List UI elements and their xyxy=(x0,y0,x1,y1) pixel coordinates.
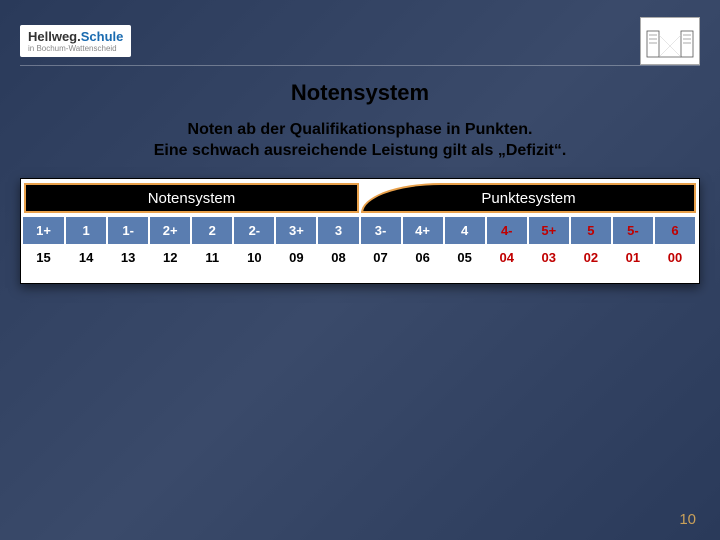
punkte-cell: 15 xyxy=(23,244,65,271)
page-subtitle: Noten ab der Qualifikationsphase in Punk… xyxy=(0,120,720,162)
school-logo-left: Hellweg.Schule in Bochum-Wattenscheid xyxy=(20,25,131,57)
punkte-cell: 09 xyxy=(275,244,317,271)
punkte-cell: 08 xyxy=(317,244,359,271)
punkte-cell: 05 xyxy=(444,244,486,271)
noten-cell: 1+ xyxy=(23,217,65,244)
noten-cell: 3- xyxy=(360,217,402,244)
punkte-cell: 06 xyxy=(402,244,444,271)
school-logo-right xyxy=(640,17,700,65)
noten-cell: 6 xyxy=(654,217,696,244)
logo-part2: Schule xyxy=(81,29,124,44)
logo-part1: Hellweg. xyxy=(28,29,81,44)
page-number: 10 xyxy=(679,511,696,528)
punkte-cell: 07 xyxy=(360,244,402,271)
punkte-cell: 04 xyxy=(486,244,528,271)
punkte-cell: 02 xyxy=(570,244,612,271)
header-underline xyxy=(20,65,700,66)
punkte-cell: 00 xyxy=(654,244,696,271)
noten-cell: 1- xyxy=(107,217,149,244)
subtitle-line1: Noten ab der Qualifikationsphase in Punk… xyxy=(0,120,720,141)
noten-cell: 2+ xyxy=(149,217,191,244)
punkte-row: 15141312111009080706050403020100 xyxy=(23,244,696,271)
noten-cell: 4+ xyxy=(402,217,444,244)
header-notensystem: Notensystem xyxy=(24,183,359,213)
punkte-cell: 14 xyxy=(65,244,107,271)
noten-cell: 3 xyxy=(317,217,359,244)
building-icon xyxy=(645,21,695,61)
punkte-cell: 01 xyxy=(612,244,654,271)
grade-table: Notensystem Punktesystem 1+11-2+22-3+33-… xyxy=(20,178,700,284)
punkte-cell: 10 xyxy=(233,244,275,271)
noten-cell: 2- xyxy=(233,217,275,244)
grades-table: 1+11-2+22-3+33-4+44-5+55-6 1514131211100… xyxy=(23,217,697,271)
noten-cell: 4 xyxy=(444,217,486,244)
table-header-row: Notensystem Punktesystem xyxy=(23,183,697,213)
noten-cell: 5 xyxy=(570,217,612,244)
noten-cell: 5+ xyxy=(528,217,570,244)
noten-cell: 2 xyxy=(191,217,233,244)
punkte-cell: 03 xyxy=(528,244,570,271)
noten-cell: 5- xyxy=(612,217,654,244)
noten-row: 1+11-2+22-3+33-4+44-5+55-6 xyxy=(23,217,696,244)
noten-cell: 3+ xyxy=(275,217,317,244)
subtitle-line2: Eine schwach ausreichende Leistung gilt … xyxy=(0,141,720,162)
punkte-cell: 11 xyxy=(191,244,233,271)
header: Hellweg.Schule in Bochum-Wattenscheid xyxy=(20,25,700,65)
noten-cell: 1 xyxy=(65,217,107,244)
page-title: Notensystem xyxy=(0,80,720,106)
header-punktesystem: Punktesystem xyxy=(361,183,696,213)
logo-subtitle: in Bochum-Wattenscheid xyxy=(28,44,123,53)
noten-cell: 4- xyxy=(486,217,528,244)
punkte-cell: 12 xyxy=(149,244,191,271)
punkte-cell: 13 xyxy=(107,244,149,271)
